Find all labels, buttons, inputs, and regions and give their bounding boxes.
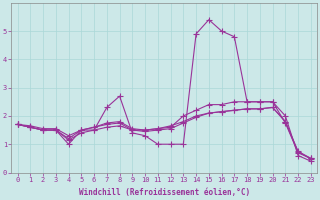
X-axis label: Windchill (Refroidissement éolien,°C): Windchill (Refroidissement éolien,°C)	[79, 188, 250, 197]
